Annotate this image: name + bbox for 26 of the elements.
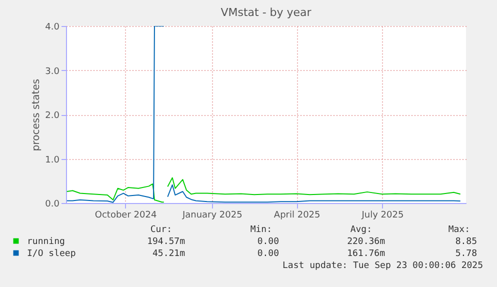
legend-label: I/O sleep — [27, 249, 76, 259]
text: Min: — [250, 225, 272, 235]
text: 0.00 — [257, 249, 279, 259]
y-tick-label: 1.0 — [45, 155, 60, 166]
chart-title: VMstat - by year — [220, 6, 312, 19]
text: 0.00 — [257, 237, 279, 247]
x-tick-label: July 2025 — [360, 210, 404, 220]
x-tick-label: October 2024 — [94, 210, 157, 220]
x-tick-label: January 2025 — [181, 210, 242, 220]
text: 45.21m — [152, 249, 185, 259]
text: 220.36m — [347, 237, 385, 247]
text: 8.85 — [455, 237, 477, 247]
text: 5.78 — [455, 249, 477, 259]
legend-label: running — [27, 237, 65, 247]
text: Cur: — [150, 225, 172, 235]
text: Avg: — [350, 225, 372, 235]
text: 161.76m — [347, 249, 385, 259]
y-tick-label: 4.0 — [45, 22, 60, 32]
text: 194.57m — [147, 237, 185, 247]
y-axis-title: process states — [31, 78, 42, 152]
x-tick-label: April 2025 — [274, 210, 320, 220]
y-tick-label: 3.0 — [45, 66, 60, 77]
text: Max: — [448, 225, 470, 235]
y-tick-label: 2.0 — [45, 111, 60, 121]
y-tick-label: 0.0 — [45, 200, 60, 210]
text: Last update: Tue Sep 23 00:00:06 2025 — [282, 261, 483, 271]
